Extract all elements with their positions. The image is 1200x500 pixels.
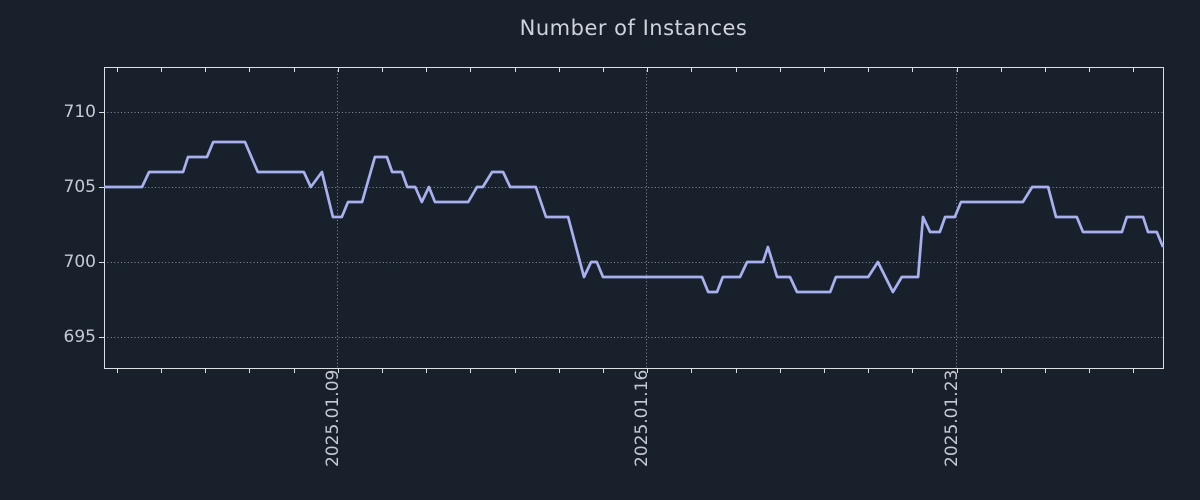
y-tick-label: 710 — [63, 101, 96, 122]
series-line-instances — [104, 140, 1165, 294]
y-tick-label: 700 — [63, 251, 96, 272]
y-tick-label: 695 — [63, 326, 96, 347]
y-tick-label: 705 — [63, 176, 96, 197]
plot-border — [104, 67, 1164, 369]
x-tick-label: 2025.01.09 — [322, 369, 343, 467]
chart-title: Number of Instances — [519, 16, 748, 40]
x-tick-label: 2025.01.16 — [632, 369, 653, 467]
x-tick-label: 2025.01.23 — [941, 369, 962, 467]
